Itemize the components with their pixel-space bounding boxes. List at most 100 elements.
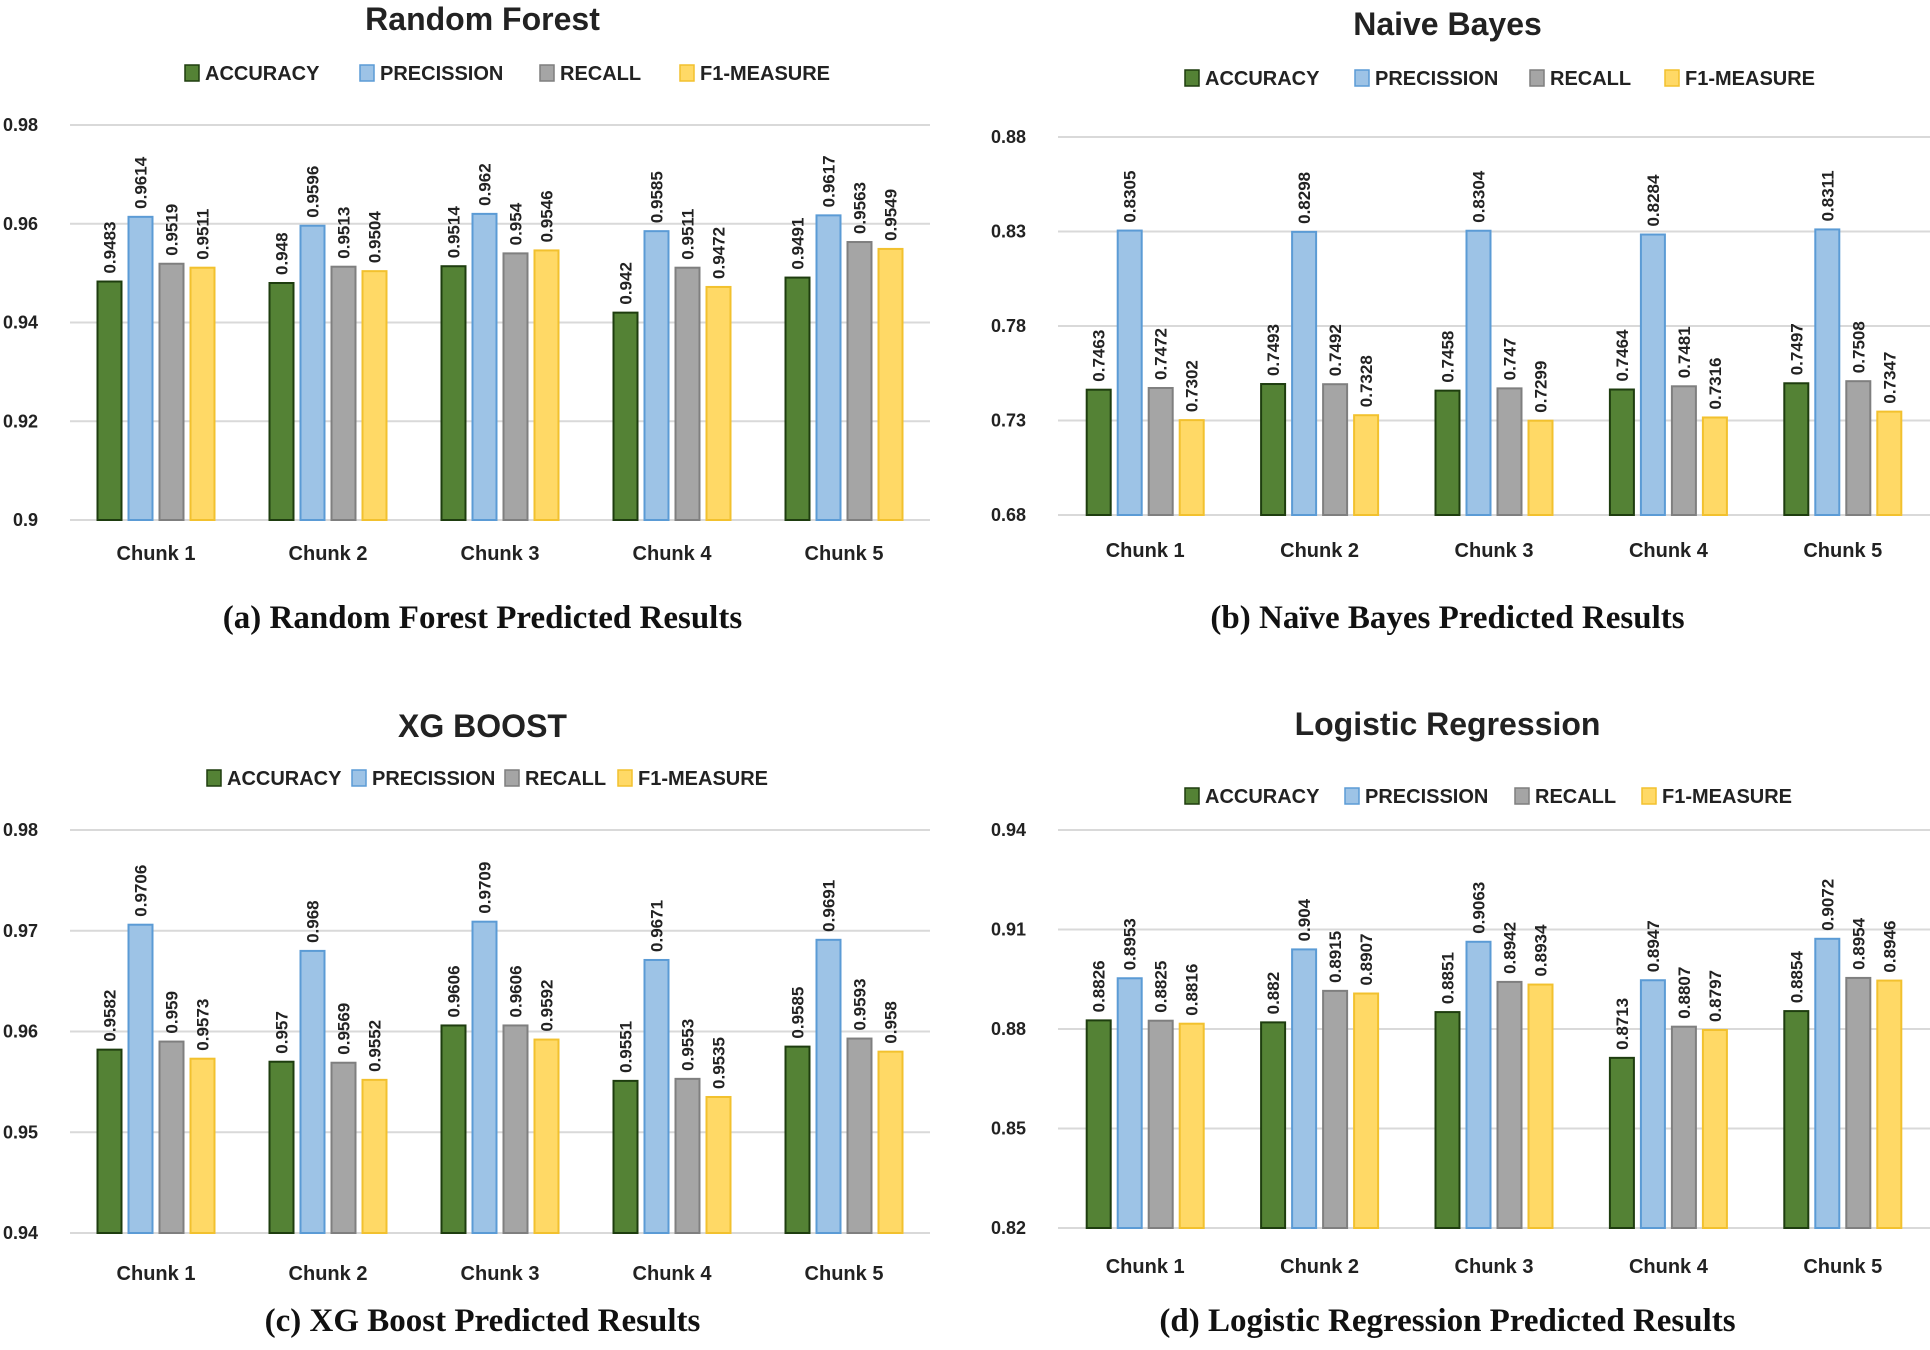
bar-accuracy-chunk-1 [1085,388,1112,516]
bar-recall-chunk-2 [330,265,357,521]
value-label-accuracy-chunk-2: 0.957 [273,1011,292,1054]
value-label-accuracy-chunk-1: 0.9483 [101,222,120,274]
value-label-f1-chunk-4: 0.9472 [710,227,729,279]
bar-recall-chunk-3 [1496,387,1523,516]
legend-label-recall: RECALL [1535,786,1616,808]
bar-precission-chunk-4 [643,230,670,521]
bar-accuracy-chunk-2 [1260,383,1287,517]
bar-accuracy-chunk-4 [1608,388,1635,516]
y-tick-label: 0.82 [991,1218,1026,1238]
bar-accuracy-chunk-3 [440,265,467,521]
legend-swatch-recall [1514,787,1530,805]
value-label-f1-chunk-4: 0.8797 [1706,970,1725,1022]
x-category-chunk-4: Chunk 4 [1629,540,1709,562]
chart-logistic-regression: Logistic Regression ACCURACY PRECISSION REC… [991,706,1930,1278]
caption-text: Logistic Regression Predicted Results [1207,1303,1736,1339]
legend-label-accuracy: ACCURACY [1205,786,1320,808]
legend-swatch-f1 [1641,787,1657,805]
bar-accuracy-chunk-2 [268,1060,295,1234]
value-label-f1-chunk-3: 0.7299 [1532,361,1551,413]
bar-accuracy-chunk-5 [784,276,811,521]
caption-text: Random Forest Predicted Results [269,600,743,636]
value-label-accuracy-chunk-1: 0.9582 [101,990,120,1042]
bar-precission-chunk-4 [1639,979,1666,1229]
caption-tag: (c) [264,1303,302,1339]
value-label-accuracy-chunk-5: 0.9585 [789,987,808,1039]
y-tick-label: 0.98 [3,820,38,840]
y-tick-label: 0.96 [3,214,38,234]
bar-accuracy-chunk-4 [612,1079,639,1234]
bar-accuracy-chunk-3 [1434,389,1461,516]
value-label-precission-chunk-3: 0.9063 [1470,882,1489,934]
x-category-chunk-4: Chunk 4 [633,1263,713,1285]
bar-accuracy-chunk-3 [440,1024,467,1234]
bar-accuracy-chunk-1 [96,280,123,521]
y-tick-label: 0.91 [991,920,1026,940]
value-label-recall-chunk-5: 0.9563 [851,182,870,234]
x-category-chunk-5: Chunk 5 [1803,1256,1882,1278]
y-tick-label: 0.88 [991,127,1026,147]
y-tick-label: 0.85 [991,1119,1026,1139]
legend-swatch-recall [1529,69,1545,87]
caption-random-forest: (a) Random Forest Predicted Results [0,600,965,637]
value-label-precission-chunk-5: 0.9617 [820,155,839,207]
bar-accuracy-chunk-5 [1783,1010,1810,1229]
value-label-accuracy-chunk-2: 0.7493 [1264,324,1283,376]
y-tick-label: 0.73 [991,411,1026,431]
bar-f1-chunk-2 [361,270,388,521]
bar-recall-chunk-4 [674,266,701,521]
bar-recall-chunk-2 [1322,989,1349,1229]
value-label-precission-chunk-3: 0.8304 [1470,170,1489,223]
bar-f1-chunk-3 [533,249,560,521]
x-category-chunk-2: Chunk 2 [289,1263,368,1285]
bar-f1-chunk-3 [533,1038,560,1234]
value-label-recall-chunk-1: 0.959 [163,991,182,1034]
value-label-accuracy-chunk-5: 0.7497 [1787,323,1806,375]
y-tick-label: 0.88 [991,1019,1026,1039]
bar-recall-chunk-4 [1670,1025,1697,1230]
bar-f1-chunk-4 [1701,1028,1728,1229]
legend-label-recall: RECALL [560,63,641,85]
value-label-recall-chunk-4: 0.9553 [679,1019,698,1071]
bar-recall-chunk-3 [502,252,529,521]
bar-f1-chunk-5 [877,247,904,521]
chart-xg-boost: XG BOOST ACCURACY PRECISSION RECALL F1-MEASU… [3,708,930,1285]
legend-swatch-accuracy [1184,69,1200,87]
x-category-chunk-5: Chunk 5 [805,1263,884,1285]
x-category-chunk-3: Chunk 3 [1455,540,1534,562]
bar-accuracy-chunk-4 [612,311,639,521]
caption-text: Naïve Bayes Predicted Results [1259,600,1685,636]
value-label-accuracy-chunk-5: 0.8854 [1787,951,1806,1004]
value-label-precission-chunk-1: 0.8305 [1121,171,1140,223]
value-label-precission-chunk-4: 0.9671 [648,900,667,952]
bar-recall-chunk-4 [674,1077,701,1235]
bar-recall-chunk-3 [502,1024,529,1234]
bar-precission-chunk-2 [1291,230,1318,517]
bar-recall-chunk-3 [1496,980,1523,1229]
bar-f1-chunk-3 [1527,983,1554,1229]
value-label-f1-chunk-1: 0.8816 [1183,964,1202,1016]
value-label-recall-chunk-2: 0.7492 [1326,324,1345,376]
bar-recall-chunk-2 [1322,383,1349,516]
chart-random-forest: Random Forest ACCURACY PRECISSION RECALL F1-… [3,1,930,565]
value-label-recall-chunk-4: 0.7481 [1675,326,1694,378]
value-label-accuracy-chunk-3: 0.8851 [1439,952,1458,1004]
bar-precission-chunk-3 [471,920,498,1234]
x-category-chunk-5: Chunk 5 [1803,540,1882,562]
legend-swatch-f1 [617,769,633,787]
y-tick-label: 0.78 [991,316,1026,336]
value-label-f1-chunk-3: 0.9592 [538,980,557,1032]
legend-label-f1: F1-MEASURE [1685,68,1815,90]
value-label-precission-chunk-3: 0.9709 [476,862,495,914]
legend-label-recall: RECALL [1550,68,1631,90]
value-label-accuracy-chunk-4: 0.8713 [1613,998,1632,1050]
x-category-chunk-2: Chunk 2 [1280,540,1359,562]
bar-recall-chunk-1 [1147,1019,1174,1230]
bar-precission-chunk-5 [1814,228,1841,517]
bar-accuracy-chunk-1 [1085,1019,1112,1230]
value-label-f1-chunk-2: 0.8907 [1357,934,1376,986]
legend-swatch-accuracy [1184,787,1200,805]
bar-precission-chunk-5 [815,938,842,1234]
value-label-recall-chunk-2: 0.9569 [335,1003,354,1055]
legend-label-accuracy: ACCURACY [1205,68,1320,90]
